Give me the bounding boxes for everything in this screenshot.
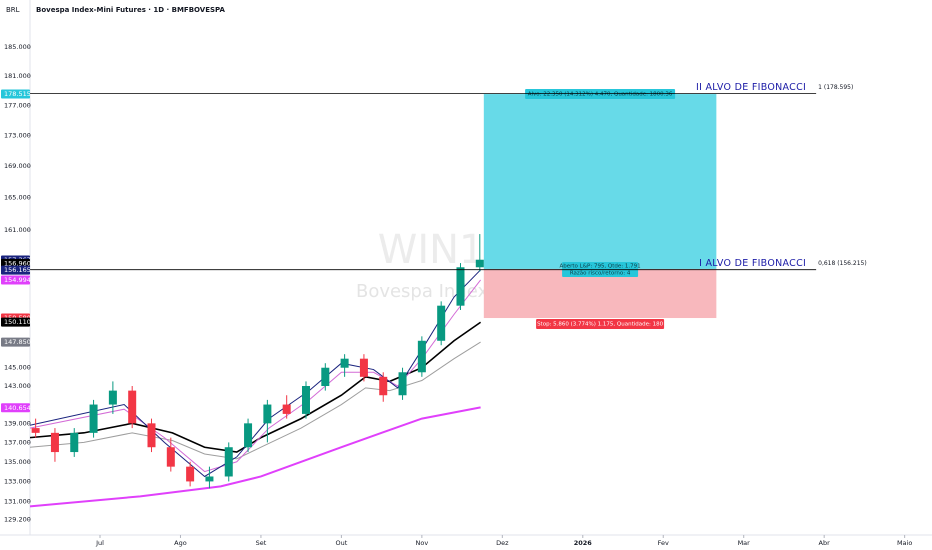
y-tick-label: 185.000 — [4, 43, 31, 51]
price-label-box — [1, 265, 30, 275]
target-label: Alvo: 22.350 (14.312%) 4.470, Quantidade… — [528, 92, 673, 98]
x-tick-label: Mar — [738, 539, 751, 547]
y-tick-label: 165.000 — [4, 194, 31, 202]
candle-body — [205, 476, 214, 482]
y-tick-label: 137.000 — [4, 438, 31, 446]
candle-body — [50, 432, 59, 453]
target-zone — [483, 94, 717, 269]
x-tick-label: Set — [256, 539, 267, 547]
fib-name: II ALVO DE FIBONACCI — [696, 82, 806, 93]
currency: BRL — [6, 6, 20, 14]
moving-average — [29, 321, 482, 453]
price-label: 150.110 — [4, 318, 31, 326]
price-label: 156.960 — [4, 259, 31, 267]
y-tick-label: 161.000 — [4, 226, 31, 234]
candle-body — [70, 432, 79, 453]
candle-body — [282, 404, 291, 414]
price-label: 156.165 — [4, 266, 31, 274]
candle-body — [398, 372, 407, 396]
price-label-box — [1, 275, 30, 285]
candle-body — [186, 466, 195, 482]
open-label: Aberto L&P: 795, Qtde: 1.791 — [560, 263, 641, 269]
candle-body — [89, 404, 98, 433]
stop-label: Stop: 5.860 (3.774%) 1.175, Quantidade: … — [537, 322, 664, 328]
x-tick-label: Fev — [658, 539, 669, 547]
y-tick-label: 131.000 — [4, 497, 31, 505]
price-label: 178.515 — [4, 90, 31, 98]
stop-zone — [483, 268, 717, 319]
price-label-box — [1, 317, 30, 327]
chart-title: Bovespa Index-Mini Futures · 1D · BMFBOV… — [36, 6, 226, 14]
y-tick-label: 139.000 — [4, 419, 31, 427]
candle-body — [224, 447, 233, 477]
x-tick-label: Maio — [897, 539, 912, 547]
price-label: 140.654 — [4, 404, 31, 412]
stop-label-box — [536, 319, 665, 330]
candle-body — [417, 340, 426, 373]
x-tick-label: Jul — [95, 539, 104, 547]
candle-body — [128, 390, 137, 424]
x-tick-label: 2026 — [574, 539, 593, 547]
ratio-label: Razão risco/retorno: 4 — [570, 270, 631, 276]
candle-body — [456, 267, 465, 306]
candle-body — [340, 358, 349, 368]
candle-body — [166, 447, 175, 467]
moving-average — [29, 406, 481, 508]
candle-body — [437, 305, 446, 341]
candle-body — [31, 428, 40, 433]
x-tick-label: Out — [335, 539, 347, 547]
candle-body — [263, 404, 272, 424]
target-label-box — [525, 89, 676, 100]
candle-body — [244, 423, 253, 448]
price-label-box — [1, 89, 30, 99]
candle-body — [379, 376, 388, 396]
moving-average — [29, 341, 481, 460]
candle-body — [301, 386, 310, 414]
x-tick-label: Abr — [819, 539, 831, 547]
fib-level-label: 1 (178.595) — [818, 84, 853, 91]
y-tick-label: 169.000 — [4, 162, 31, 170]
candle-body — [475, 259, 484, 268]
price-label: 147.850 — [4, 338, 31, 346]
y-tick-label: 129.200 — [4, 516, 31, 524]
y-tick-label: 173.000 — [4, 131, 31, 139]
price-label-box — [1, 403, 30, 413]
fib-level-label: 0,618 (156.215) — [818, 260, 867, 267]
y-tick-label: 133.000 — [4, 477, 31, 485]
candle-body — [108, 390, 117, 405]
y-tick-label: 143.000 — [4, 382, 31, 390]
y-tick-label: 181.000 — [4, 72, 31, 80]
candle-body — [321, 367, 330, 387]
x-tick-label: Nov — [416, 539, 429, 547]
candle-body — [147, 423, 156, 448]
fib-name: I ALVO DE FIBONACCI — [699, 258, 806, 269]
y-tick-label: 177.000 — [4, 101, 31, 109]
price-label: 154.994 — [4, 276, 31, 284]
y-tick-label: 145.000 — [4, 364, 31, 372]
y-tick-label: 135.000 — [4, 458, 31, 466]
x-tick-label: Dez — [496, 539, 509, 547]
candle-body — [359, 358, 368, 377]
price-label-box — [1, 337, 30, 347]
x-tick-label: Ago — [174, 539, 187, 547]
